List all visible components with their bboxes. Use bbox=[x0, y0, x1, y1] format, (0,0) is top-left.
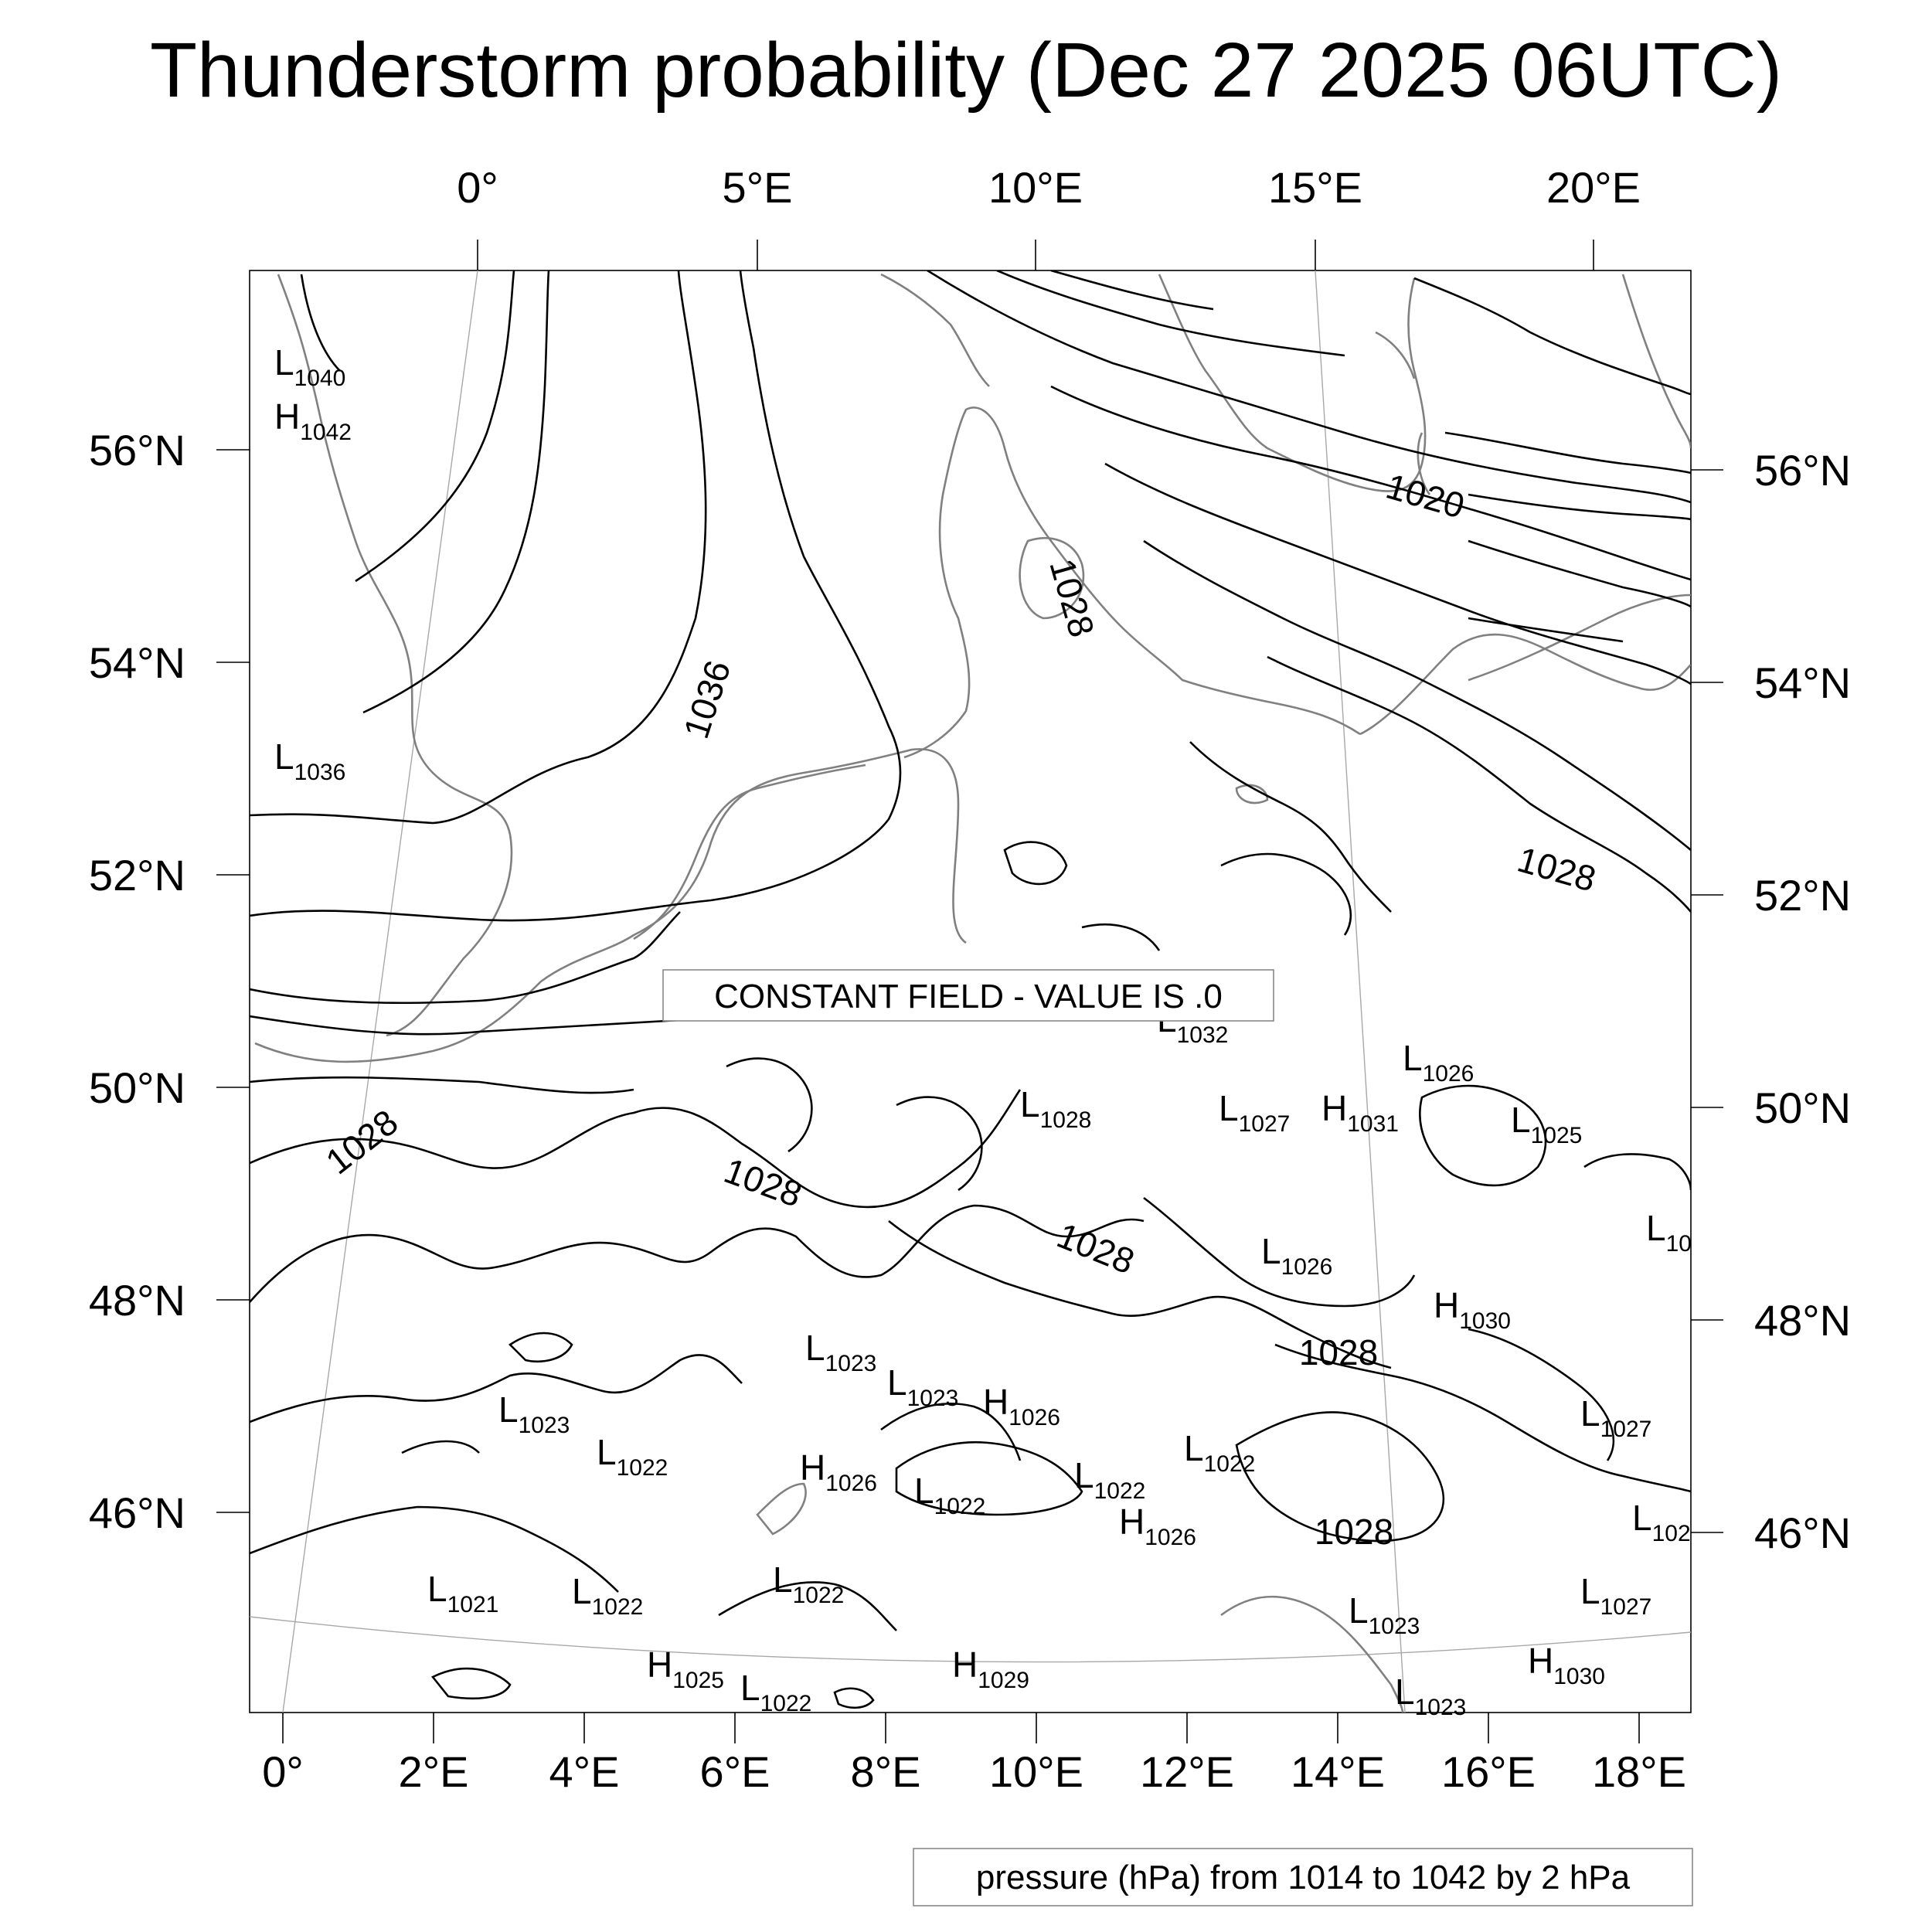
low-pressure-center: L1022 bbox=[1074, 1455, 1145, 1504]
top-longitude-labels: 0° 5°E 10°E 15°E 20°E bbox=[457, 163, 1641, 212]
lon-label: 0° bbox=[457, 163, 498, 212]
coast-poland-east bbox=[1468, 594, 1691, 682]
constant-field-label: CONSTANT FIELD - VALUE IS .0 bbox=[714, 978, 1223, 1015]
lat-label: 50°N bbox=[89, 1063, 185, 1112]
coast-germany-denmark bbox=[903, 406, 1361, 759]
low-pressure-center: L1025 bbox=[1511, 1100, 1582, 1148]
lon-label: 16°E bbox=[1441, 1747, 1536, 1796]
graticule bbox=[250, 270, 1691, 1713]
lon-label: 10°E bbox=[988, 163, 1083, 212]
low-pressure-center: L1023 bbox=[498, 1389, 570, 1438]
lon-label: 18°E bbox=[1592, 1747, 1686, 1796]
right-latitude-labels: 56°N 54°N 52°N 50°N 48°N 46°N bbox=[1754, 446, 1851, 1557]
low-pressure-center: L10 bbox=[1646, 1208, 1692, 1257]
lat-label: 48°N bbox=[1754, 1296, 1851, 1345]
low-pressure-center: L1023 bbox=[1349, 1590, 1420, 1639]
high-pressure-center: H1026 bbox=[1119, 1502, 1196, 1550]
coast-continent-west bbox=[254, 748, 967, 1063]
constant-field-box: CONSTANT FIELD - VALUE IS .0 bbox=[662, 969, 1274, 1022]
low-pressure-center: L1028 bbox=[1020, 1084, 1091, 1133]
lon-label: 20°E bbox=[1546, 163, 1641, 212]
lat-label: 56°N bbox=[1754, 446, 1851, 495]
coast-baltic-islands bbox=[1375, 331, 1416, 379]
low-pressure-center: L1022 bbox=[914, 1471, 985, 1519]
lat-label: 54°N bbox=[89, 638, 185, 687]
low-pressure-center: L1022 bbox=[740, 1668, 811, 1716]
map-panel: 1036 1028 1020 1028 1028 1028 1028 1028 … bbox=[249, 270, 1692, 1720]
low-pressure-center: L1022 bbox=[597, 1432, 668, 1481]
lon-label: 10°E bbox=[989, 1747, 1083, 1796]
high-pressure-center: H1030 bbox=[1434, 1285, 1511, 1334]
high-pressure-center: H1029 bbox=[952, 1645, 1029, 1693]
lat-label: 56°N bbox=[89, 426, 185, 474]
lon-label: 4°E bbox=[549, 1747, 620, 1796]
isobars bbox=[250, 270, 1691, 1709]
lat-label: 52°N bbox=[89, 851, 185, 900]
bottom-longitude-labels: 0° 2°E 4°E 6°E 8°E 10°E 12°E 14°E 16°E 1… bbox=[262, 1747, 1686, 1796]
contour-info-label: pressure (hPa) from 1014 to 1042 by 2 hP… bbox=[976, 1859, 1631, 1896]
low-pressure-center: L1023 bbox=[887, 1362, 958, 1411]
lon-label: 14°E bbox=[1291, 1747, 1385, 1796]
high-pressure-center: H1026 bbox=[983, 1382, 1060, 1430]
high-pressure-center: H1026 bbox=[800, 1447, 877, 1496]
lat-label: 48°N bbox=[89, 1276, 185, 1325]
lon-label: 0° bbox=[262, 1747, 304, 1796]
lon-label: 8°E bbox=[851, 1747, 921, 1796]
low-pressure-center: L1022 bbox=[1184, 1428, 1255, 1477]
coast-britain bbox=[277, 274, 513, 1037]
low-pressure-center: L1026 bbox=[1403, 1038, 1474, 1087]
coast-danish-islands bbox=[1019, 537, 1085, 620]
lat-label: 52°N bbox=[1754, 871, 1851, 920]
lat-label: 46°N bbox=[89, 1488, 185, 1537]
low-pressure-center: L1021 bbox=[427, 1569, 498, 1617]
coast-finland-gulf bbox=[1621, 274, 1691, 449]
coast-adriatic-north bbox=[1220, 1595, 1404, 1713]
coast-baltic-south bbox=[1359, 633, 1691, 736]
low-pressure-center: L1027 bbox=[1580, 1571, 1651, 1620]
coastlines bbox=[254, 273, 1691, 1713]
coast-sweden bbox=[1158, 274, 1427, 492]
coast-gotland bbox=[1417, 432, 1431, 495]
pressure-centers: L1040H1042L1036L1032L1026L1028L1027H1031… bbox=[274, 342, 1692, 1720]
low-pressure-center: L1023 bbox=[1395, 1672, 1466, 1720]
contour-label: 1028 bbox=[1315, 1512, 1393, 1552]
lon-label: 15°E bbox=[1268, 163, 1362, 212]
map-title: Thunderstorm probability (Dec 27 2025 06… bbox=[150, 27, 1782, 114]
lat-label: 46°N bbox=[1754, 1509, 1851, 1557]
contour-label: 1028 bbox=[1299, 1332, 1378, 1372]
lat-label: 54°N bbox=[1754, 658, 1851, 707]
lat-label: 50°N bbox=[1754, 1083, 1851, 1132]
low-pressure-center: L1022 bbox=[773, 1560, 844, 1608]
lon-label: 5°E bbox=[723, 163, 793, 212]
lon-label: 2°E bbox=[399, 1747, 469, 1796]
low-pressure-center: L1040 bbox=[274, 342, 345, 391]
contour-info-box: pressure (hPa) from 1014 to 1042 by 2 hP… bbox=[913, 1848, 1693, 1906]
low-pressure-center: L1027 bbox=[1580, 1393, 1651, 1442]
coast-alpine-lakes bbox=[756, 1482, 807, 1536]
high-pressure-center: H1025 bbox=[647, 1645, 724, 1693]
lon-label: 6°E bbox=[700, 1747, 770, 1796]
low-pressure-center: L102 bbox=[1632, 1498, 1691, 1546]
low-pressure-center: L1027 bbox=[1219, 1088, 1290, 1137]
left-latitude-labels: 56°N 54°N 52°N 50°N 48°N 46°N bbox=[89, 426, 185, 1537]
tick-marks bbox=[216, 240, 1723, 1743]
lon-label: 12°E bbox=[1140, 1747, 1234, 1796]
low-pressure-center: L1026 bbox=[1261, 1231, 1332, 1280]
low-pressure-center: L1036 bbox=[274, 736, 345, 785]
coast-norway bbox=[880, 273, 990, 387]
high-pressure-center: H1031 bbox=[1321, 1088, 1399, 1137]
low-pressure-center: L1023 bbox=[805, 1328, 876, 1376]
high-pressure-center: H1042 bbox=[274, 396, 352, 445]
low-pressure-center: L1022 bbox=[572, 1571, 643, 1620]
high-pressure-center: H1030 bbox=[1528, 1641, 1605, 1689]
